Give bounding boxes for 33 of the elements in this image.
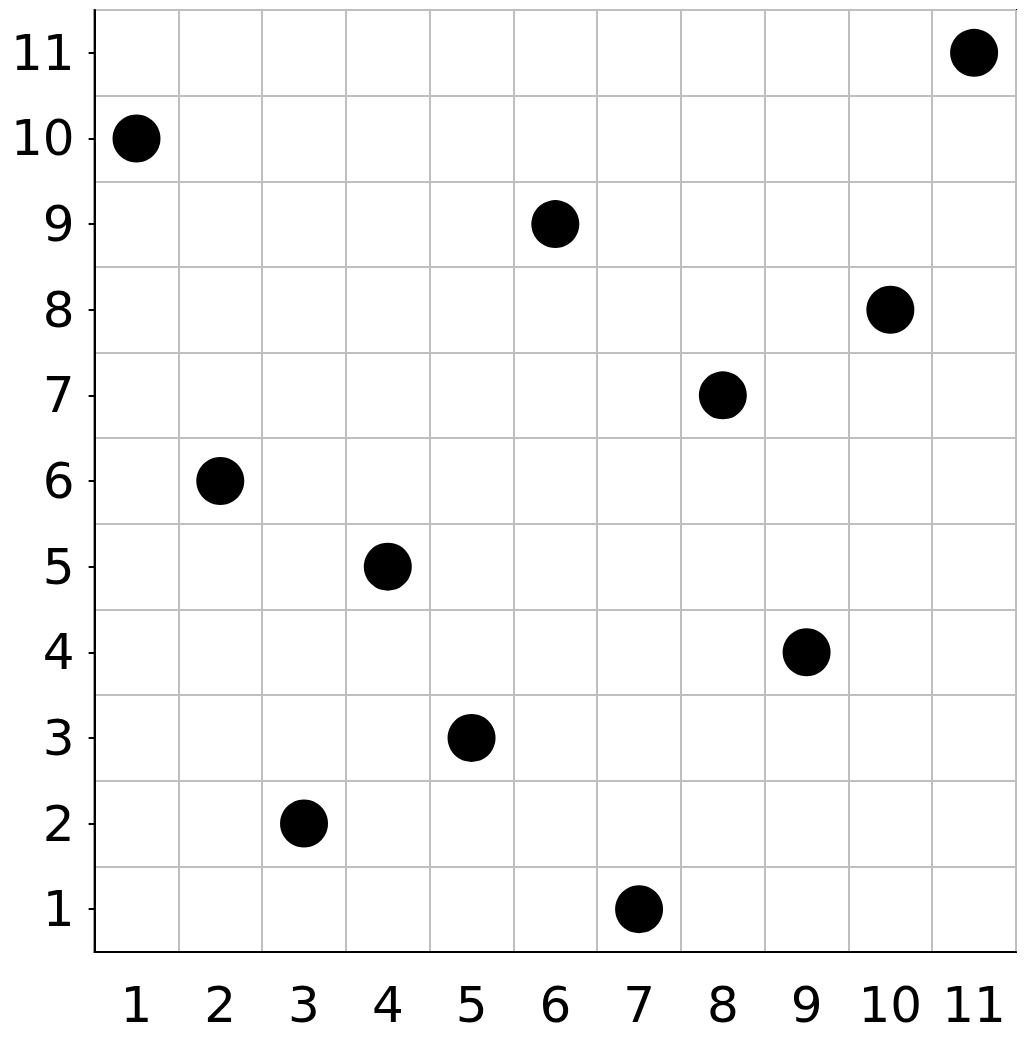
y-tick-label: 2	[42, 794, 75, 853]
point	[280, 799, 329, 848]
y-tick-label: 4	[42, 623, 75, 682]
x-tick-label: 6	[539, 976, 572, 1034]
y-tick-label: 5	[42, 537, 75, 596]
x-tick-label: 3	[288, 976, 320, 1034]
point	[196, 457, 245, 505]
y-tick-label: 1	[42, 880, 75, 939]
x-tick-label: 2	[204, 976, 237, 1034]
x-tick-label: 4	[371, 976, 404, 1034]
point	[112, 114, 161, 163]
y-tick-label: 3	[42, 708, 75, 767]
point	[950, 28, 999, 77]
x-tick-label: 5	[455, 976, 488, 1034]
y-tick-label: 10	[11, 109, 75, 168]
point	[363, 542, 412, 591]
x-tick-label: 11	[942, 976, 1006, 1034]
y-tick-label: 8	[42, 280, 75, 339]
x-tick-label: 10	[858, 976, 923, 1034]
x-tick-label: 9	[790, 976, 823, 1034]
y-tick-label: 9	[42, 195, 75, 254]
point	[531, 200, 580, 249]
y-tick-label: 6	[42, 452, 75, 510]
y-tick-label: 11	[11, 23, 75, 82]
point	[698, 371, 747, 420]
point	[782, 628, 831, 677]
point	[866, 285, 915, 334]
y-tick-label: 7	[42, 366, 75, 425]
x-tick-label: 1	[120, 976, 153, 1034]
point	[447, 713, 496, 762]
x-tick-label: 7	[623, 976, 655, 1034]
x-tick-label: 8	[706, 976, 739, 1034]
point	[615, 885, 664, 934]
